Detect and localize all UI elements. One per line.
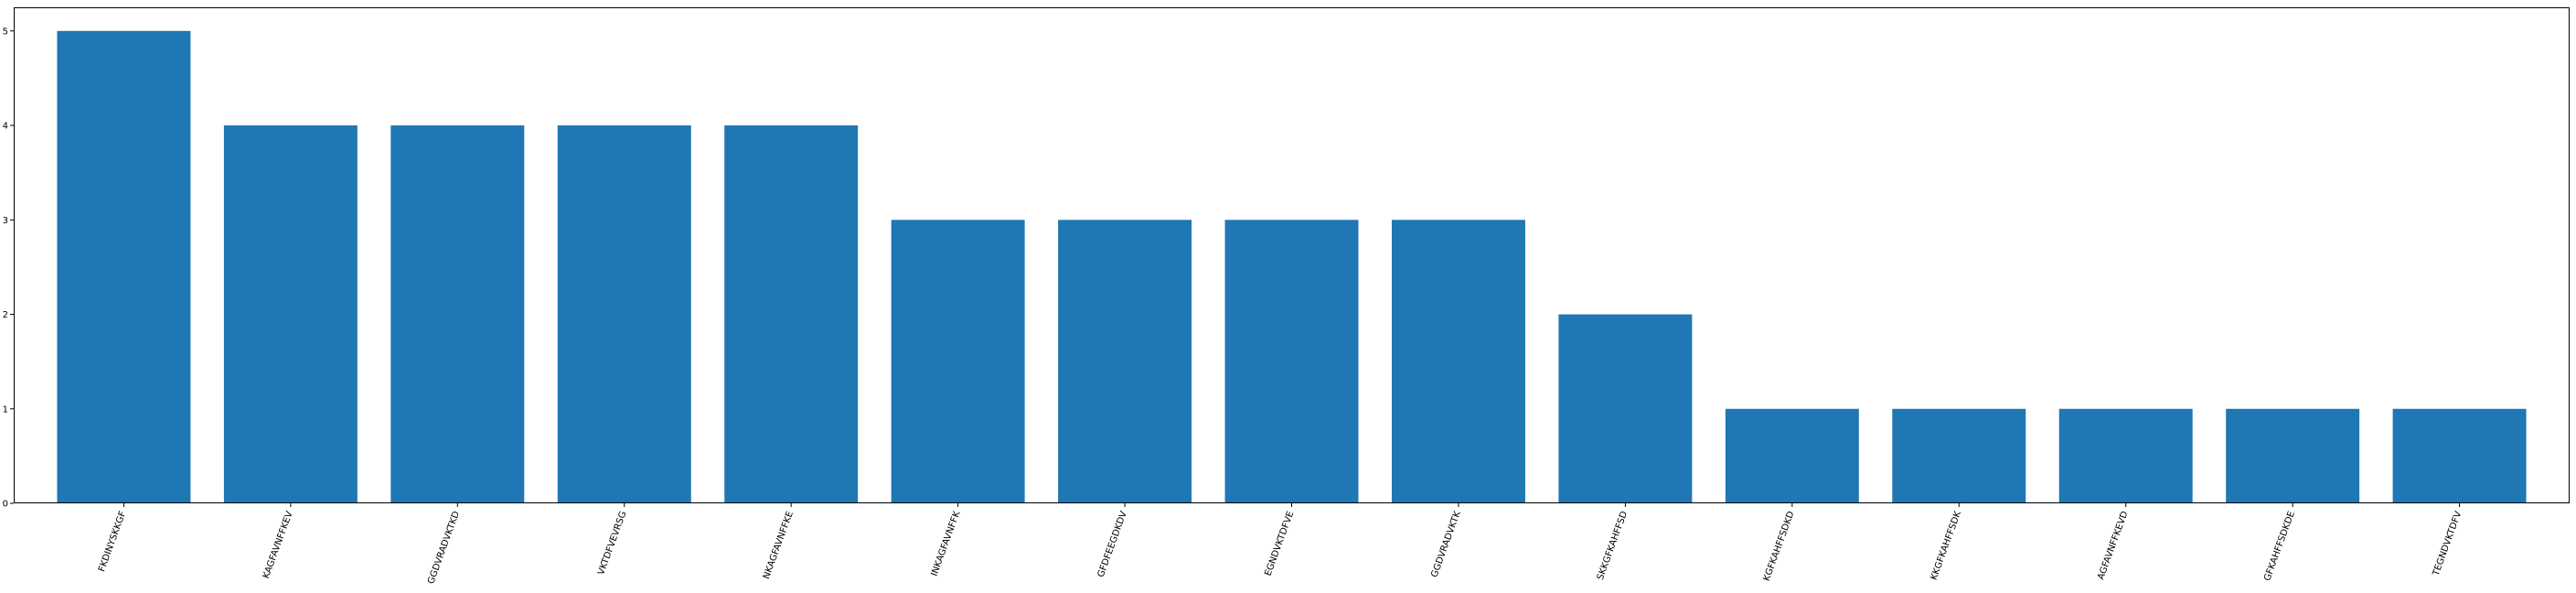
bar-tegndvktdfv [2392,408,2527,503]
bar-ggdvradvktk [1391,220,1525,504]
x-tick-label: KAGFAVNFFKEV [262,510,295,580]
bar-inkagfavnffk [891,220,1025,504]
x-tick-label: SKKGFKAHFFSD [1596,510,1630,581]
x-tick-label: GFDFEEGDKDV [1096,510,1129,578]
bar-vktdfvevrsg [557,125,691,504]
bar-gfdfeegdkdv [1058,220,1192,504]
y-axis: 0 1 2 3 4 5 [3,27,14,510]
y-tick-label: 5 [3,27,8,37]
bar-agfavnffkevd [2058,408,2193,503]
x-tick-label: INKAGFAVNFFK [930,510,963,577]
bars [57,30,2527,504]
bar-fkdinyskkgf [57,30,191,504]
x-tick-label: GFKAHFFSDKDE [2262,510,2297,582]
x-tick-label: KKGFKAHFFSDK [1929,510,1964,582]
bar-gfkahffsdkde [2226,408,2360,503]
x-tick-label: FKDINYSKKGF [97,510,128,573]
y-tick-label: 3 [3,216,8,226]
x-tick-label: KGFKAHFFSDKD [1762,510,1797,583]
x-tick-label: GGDVRADVKTK [1429,510,1463,579]
x-tick-label: VKTDFVEVRSG [596,510,628,577]
x-tick-label: GGDVRADVKTKD [426,510,462,586]
y-tick-label: 4 [3,122,8,132]
plot-frame [14,7,2570,503]
bar-kagfavnffkev [223,125,358,504]
x-tick-label: AGFAVNFFKEVD [2096,510,2130,581]
y-tick-label: 0 [3,500,8,510]
bar-egndvktdfve [1224,220,1359,504]
x-tick-label: NKAGFAVNFFKE [762,510,796,580]
bar-kkgfkahffsdk [1892,408,2026,503]
bar-nkagfavnffke [724,125,859,504]
bar-ggdvradvktkd [390,125,525,504]
x-tick-label: EGNDVKTDFVE [1264,510,1297,577]
x-axis: FKDINYSKKGF KAGFAVNFFKEV GGDVRADVKTKD VKTDF… [97,503,2464,586]
bar-skkgfkahffsd [1558,314,1693,503]
y-tick-label: 1 [3,404,8,415]
y-tick-label: 2 [3,310,8,320]
bar-kgfkahffsdkd [1725,408,1859,503]
x-tick-label: TEGNDVKTDFV [2431,510,2464,578]
